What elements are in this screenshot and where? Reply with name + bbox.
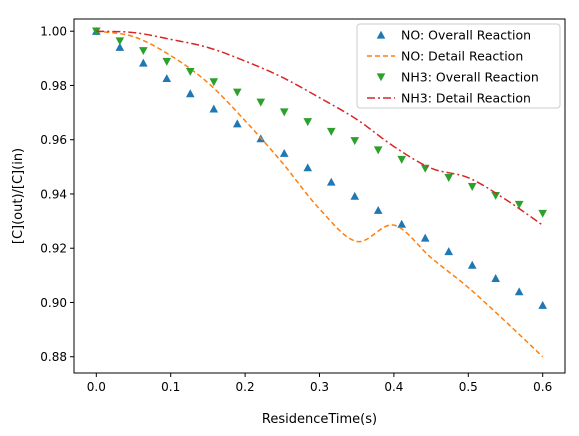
data-point xyxy=(467,182,477,191)
data-point xyxy=(350,137,360,146)
legend-entry-label: NH3: Detail Reaction xyxy=(401,91,531,106)
legend-box xyxy=(356,23,561,109)
legend: NO: Overall Reaction NO: Detail Reaction N… xyxy=(356,23,561,109)
y-tick-label: 1.00 xyxy=(40,25,67,39)
x-tick-label: 0.2 xyxy=(236,380,255,394)
data-point xyxy=(139,58,148,67)
data-point xyxy=(514,200,524,209)
data-point xyxy=(397,219,407,228)
data-point xyxy=(538,209,547,218)
data-point xyxy=(303,118,313,127)
data-point xyxy=(279,108,289,117)
x-tick-label: 0.6 xyxy=(533,380,552,394)
y-tick-label: 0.96 xyxy=(40,133,67,147)
data-point xyxy=(467,260,477,269)
data-point xyxy=(491,274,500,282)
x-tick-label: 0.1 xyxy=(161,380,180,394)
x-tick-label: 0.5 xyxy=(459,380,478,394)
data-point xyxy=(115,37,125,46)
data-point xyxy=(397,155,407,164)
data-point xyxy=(162,74,172,83)
data-point xyxy=(162,57,172,66)
plot-marks xyxy=(92,26,547,358)
x-tick-label: 0.4 xyxy=(384,380,403,394)
data-point xyxy=(115,42,125,51)
data-point xyxy=(538,300,547,309)
axis-ticks: 0.0 0.1 0.2 0.3 0.4 0.5 0.6 0.88 0.90 0.92 0.94 0.9… xyxy=(40,25,552,394)
data-point xyxy=(326,127,336,136)
data-point xyxy=(256,98,266,107)
series-line-3 xyxy=(96,30,544,226)
legend-entry-label: NO: Detail Reaction xyxy=(401,49,523,64)
data-point xyxy=(279,148,289,157)
data-point xyxy=(303,163,313,172)
y-tick-label: 0.92 xyxy=(40,242,67,256)
x-tick-label: 0.0 xyxy=(87,380,106,394)
legend-marker-swatch xyxy=(376,30,386,39)
data-point xyxy=(209,104,219,113)
data-point xyxy=(491,191,500,200)
data-point xyxy=(350,191,360,200)
legend-entry-label: NO: Overall Reaction xyxy=(401,28,531,43)
data-point xyxy=(232,119,242,128)
data-point xyxy=(514,287,524,296)
data-point xyxy=(326,177,336,186)
legend-entry-label: NH3: Overall Reaction xyxy=(401,70,539,85)
data-point xyxy=(185,89,195,98)
data-point xyxy=(139,47,148,56)
data-point xyxy=(444,247,454,256)
data-point xyxy=(373,146,383,155)
x-axis-label: ResidenceTime(s) xyxy=(262,412,377,427)
data-point xyxy=(232,88,242,97)
y-tick-label: 0.98 xyxy=(40,79,67,93)
y-axis-label: [C](out)/[C](in) xyxy=(11,148,26,244)
data-point xyxy=(444,174,454,182)
legend-marker-swatch xyxy=(376,73,386,82)
data-point xyxy=(373,205,383,214)
data-point xyxy=(420,233,430,242)
y-tick-label: 0.94 xyxy=(40,187,67,201)
data-point xyxy=(185,67,195,76)
x-tick-label: 0.3 xyxy=(310,380,329,394)
y-tick-label: 0.90 xyxy=(40,296,67,310)
series-line-1 xyxy=(96,30,544,358)
data-point xyxy=(209,78,219,87)
y-tick-label: 0.88 xyxy=(40,350,67,364)
